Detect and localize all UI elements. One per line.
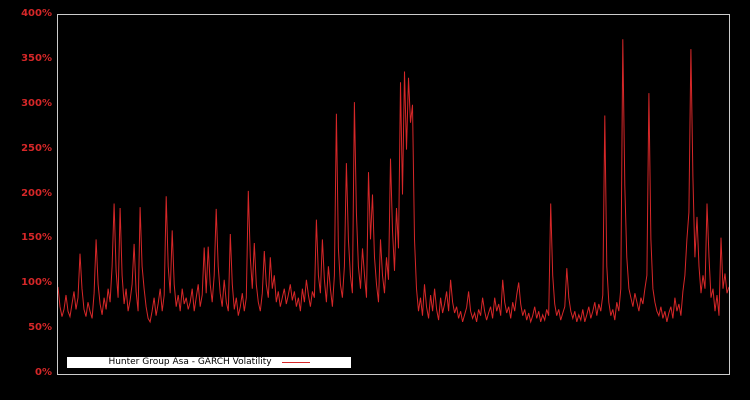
y-tick-label: 350%	[21, 52, 52, 64]
y-tick-label: 200%	[21, 187, 52, 199]
y-tick-label: 300%	[21, 97, 52, 109]
y-axis: 400% 350% 300% 250% 200% 150% 100% 50% 0%	[0, 0, 52, 400]
y-tick-label: 100%	[21, 277, 52, 289]
y-tick-label: 250%	[21, 142, 52, 154]
legend: Hunter Group Asa - GARCH Volatility	[66, 356, 352, 369]
plot-area	[57, 14, 730, 375]
legend-label: Hunter Group Asa - GARCH Volatility	[108, 357, 272, 367]
y-tick-label: 400%	[21, 8, 52, 19]
plot-canvas	[58, 39, 729, 324]
y-tick-label: 150%	[21, 232, 52, 244]
volatility-line-series	[58, 39, 729, 324]
legend-line-sample-icon	[281, 362, 310, 363]
y-tick-label: 0%	[35, 367, 52, 378]
y-tick-label: 50%	[28, 322, 52, 334]
